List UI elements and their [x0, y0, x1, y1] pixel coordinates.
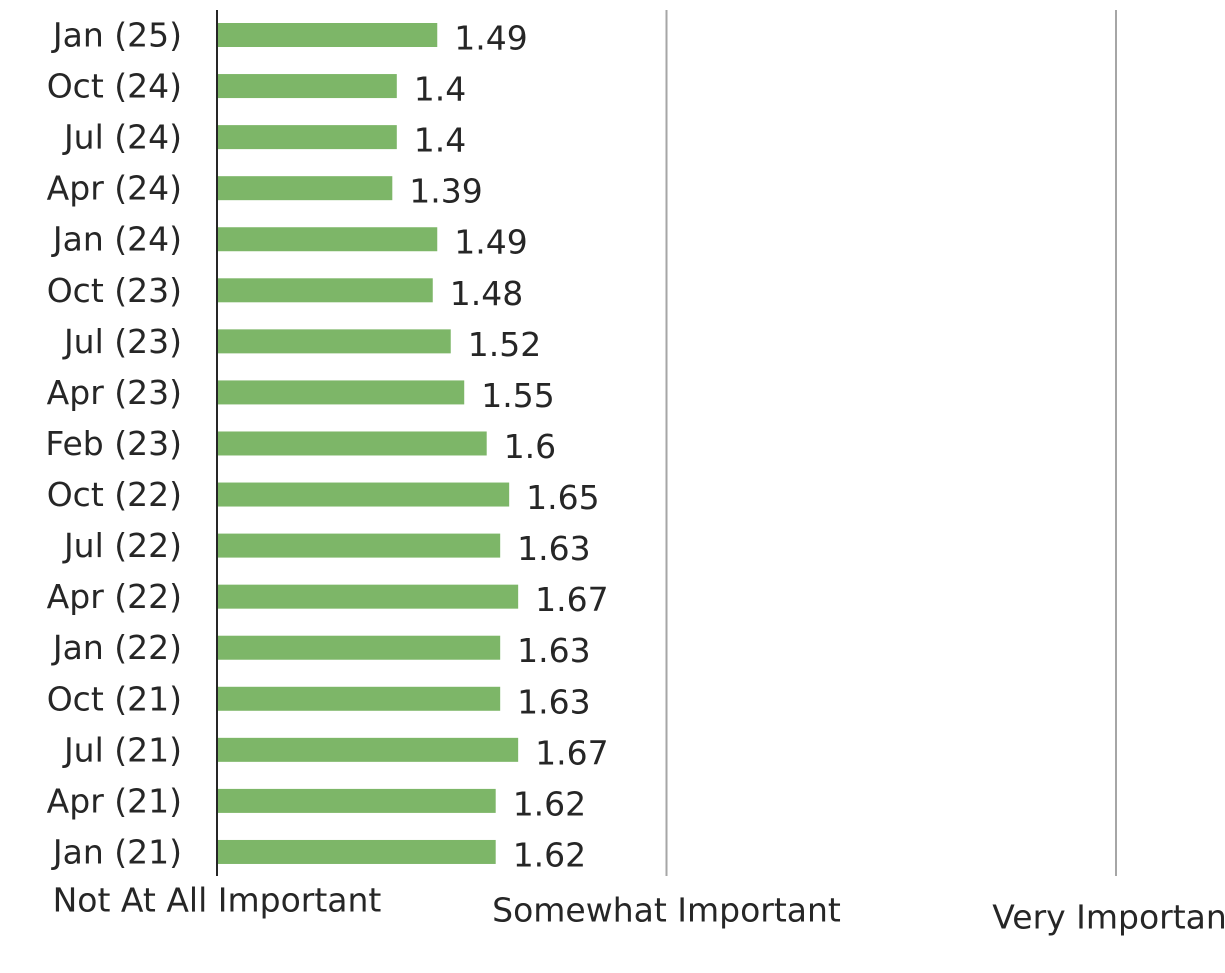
category-label: Jan (24): [51, 220, 182, 259]
data-label: 1.49: [454, 223, 527, 262]
category-label: Apr (23): [47, 373, 182, 412]
bar: [217, 176, 393, 201]
category-label: Jan (25): [51, 16, 182, 55]
data-label: 1.4: [414, 70, 466, 109]
category-label: Oct (21): [47, 679, 182, 718]
data-label: 1.63: [517, 529, 590, 568]
bar: [217, 431, 487, 456]
bar: [217, 635, 501, 660]
x-tick-label: Very Important: [992, 898, 1225, 937]
bar: [217, 737, 519, 762]
bar: [217, 329, 451, 354]
data-label: 1.62: [513, 784, 586, 823]
category-label: Oct (23): [47, 271, 182, 310]
bar: [217, 584, 519, 609]
category-label: Jul (24): [62, 118, 182, 157]
bar: [217, 23, 438, 47]
category-label: Jan (22): [51, 628, 182, 667]
category-label: Apr (21): [47, 781, 182, 820]
bar: [217, 839, 496, 864]
category-label: Apr (24): [47, 169, 182, 208]
x-tick-label: Somewhat Important: [492, 891, 841, 930]
data-label: 1.48: [450, 274, 523, 313]
category-label: Oct (24): [47, 67, 182, 106]
data-label: 1.4: [414, 121, 466, 160]
data-label: 1.63: [517, 631, 590, 670]
bar: [217, 380, 465, 405]
data-label: 1.6: [504, 427, 556, 466]
data-label: 1.67: [535, 580, 608, 619]
data-label: 1.49: [454, 19, 527, 58]
category-label: Oct (22): [47, 475, 182, 514]
data-label: 1.67: [535, 733, 608, 772]
bar: [217, 125, 397, 150]
bar: [217, 788, 496, 813]
data-label: 1.52: [468, 325, 541, 364]
category-label: Jul (21): [62, 730, 182, 769]
category-label: Jul (22): [62, 526, 182, 565]
bar: [217, 278, 433, 303]
data-label: 1.39: [409, 172, 482, 211]
bar: [217, 533, 501, 558]
data-label: 1.55: [481, 376, 554, 415]
bar: [217, 227, 438, 252]
category-label: Feb (23): [45, 424, 182, 463]
bar: [217, 74, 397, 99]
category-label: Apr (22): [47, 577, 182, 616]
data-label: 1.65: [526, 478, 599, 517]
category-label: Jul (23): [62, 322, 182, 361]
bar: [217, 686, 501, 711]
x-tick-label: Not At All Important: [53, 881, 382, 920]
bar: [217, 482, 510, 507]
data-label: 1.62: [513, 835, 586, 874]
data-label: 1.63: [517, 682, 590, 721]
category-label: Jan (21): [51, 832, 182, 871]
